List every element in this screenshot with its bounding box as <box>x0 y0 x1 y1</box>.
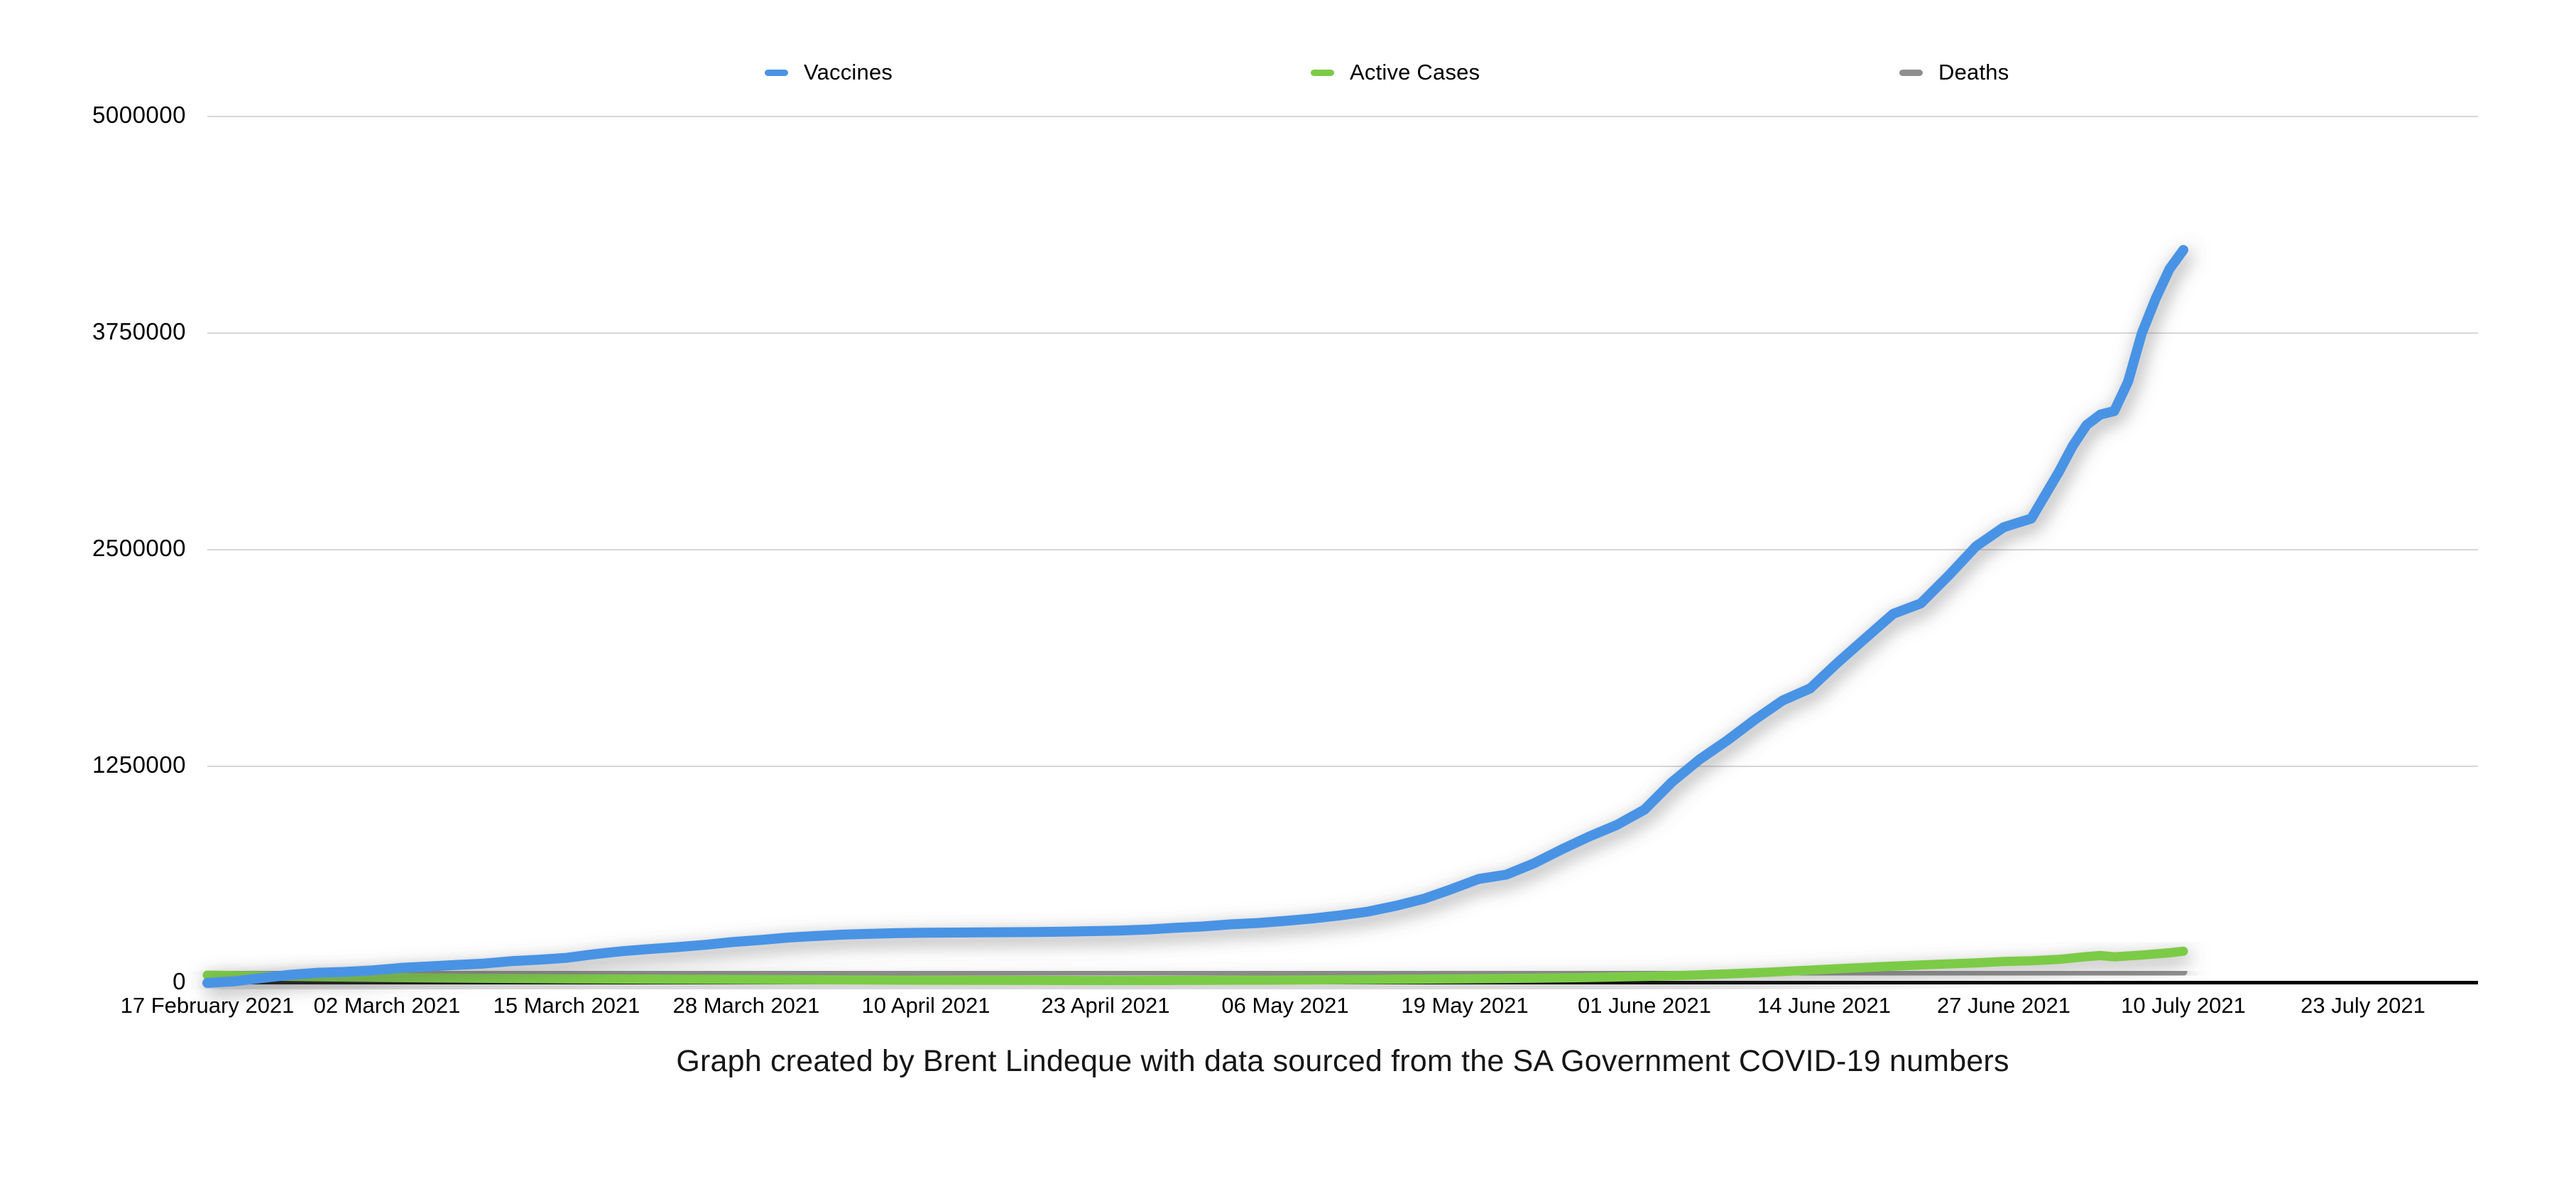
gridline-5000000 <box>207 116 2478 117</box>
x-tick-label: 01 June 2021 <box>1578 993 1711 1018</box>
legend-label-deaths: Deaths <box>1938 60 2009 85</box>
gridline-1250000 <box>207 766 2478 767</box>
legend-item-deaths: Deaths <box>1899 60 2009 85</box>
x-tick-label: 06 May 2021 <box>1221 993 1349 1018</box>
chart-caption: Graph created by Brent Lindeque with dat… <box>676 1044 2009 1078</box>
gridline-2500000 <box>207 549 2478 550</box>
y-tick-label: 2500000 <box>92 535 186 561</box>
legend-swatch-vaccines <box>765 69 788 76</box>
x-tick-label: 14 June 2021 <box>1757 993 1891 1018</box>
y-tick-label: 1250000 <box>92 751 186 778</box>
legend-swatch-deaths <box>1899 69 1923 76</box>
series-line-active-cases <box>202 946 2188 986</box>
y-tick-label: 0 <box>173 968 186 994</box>
x-tick-label: 17 February 2021 <box>120 993 295 1018</box>
gridline-3750000 <box>207 332 2478 334</box>
legend-item-vaccines: Vaccines <box>765 60 893 85</box>
x-tick-label: 15 March 2021 <box>493 993 640 1018</box>
legend-item-active-cases: Active Cases <box>1311 60 1480 85</box>
legend-label-active-cases: Active Cases <box>1350 60 1480 85</box>
series-line-vaccines <box>202 244 2188 988</box>
x-tick-label: 28 March 2021 <box>672 993 820 1018</box>
y-tick-label: 3750000 <box>92 318 186 344</box>
x-tick-label: 23 July 2021 <box>2301 993 2425 1018</box>
x-tick-label: 27 June 2021 <box>1937 993 2070 1018</box>
x-tick-label: 23 April 2021 <box>1041 993 1170 1018</box>
y-tick-label: 5000000 <box>92 102 186 128</box>
x-tick-label: 02 March 2021 <box>313 993 461 1018</box>
x-tick-label: 10 April 2021 <box>861 993 990 1018</box>
x-tick-label: 19 May 2021 <box>1401 993 1529 1018</box>
legend-label-vaccines: Vaccines <box>804 60 893 85</box>
legend-swatch-active-cases <box>1311 69 1334 76</box>
x-tick-label: 10 July 2021 <box>2121 993 2246 1018</box>
series-line-deaths <box>203 967 2188 979</box>
